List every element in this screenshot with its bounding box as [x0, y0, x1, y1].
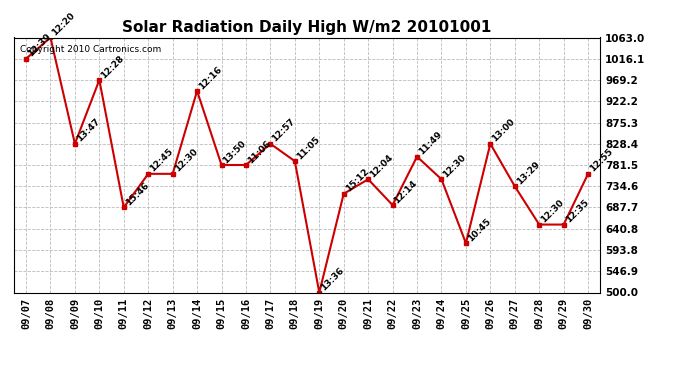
- Text: 13:47: 13:47: [75, 117, 101, 144]
- Text: 11:05: 11:05: [295, 135, 322, 161]
- Text: 12:28: 12:28: [99, 53, 126, 80]
- Text: 13:36: 13:36: [319, 266, 346, 292]
- Text: 12:16: 12:16: [197, 64, 224, 91]
- Text: 13:50: 13:50: [221, 138, 248, 165]
- Text: 10:45: 10:45: [466, 216, 493, 243]
- Text: 12:55: 12:55: [588, 147, 615, 174]
- Text: 12:30: 12:30: [442, 153, 468, 179]
- Text: 13:00: 13:00: [491, 117, 517, 144]
- Text: 12:35: 12:35: [564, 198, 590, 225]
- Text: 12:30: 12:30: [539, 198, 566, 225]
- Text: 13:29: 13:29: [515, 159, 542, 186]
- Text: 12:39: 12:39: [26, 32, 52, 59]
- Text: 15:12: 15:12: [344, 167, 371, 194]
- Text: 12:14: 12:14: [393, 178, 420, 205]
- Text: 15:46: 15:46: [124, 181, 150, 207]
- Text: 11:06: 11:06: [246, 138, 273, 165]
- Text: 12:30: 12:30: [172, 147, 199, 174]
- Text: 12:45: 12:45: [148, 147, 175, 174]
- Text: 12:20: 12:20: [50, 11, 77, 38]
- Text: 12:57: 12:57: [270, 117, 297, 144]
- Text: Copyright 2010 Cartronics.com: Copyright 2010 Cartronics.com: [19, 45, 161, 54]
- Title: Solar Radiation Daily High W/m2 20101001: Solar Radiation Daily High W/m2 20101001: [122, 20, 492, 35]
- Text: 11:49: 11:49: [417, 130, 444, 157]
- Text: 12:04: 12:04: [368, 153, 395, 179]
